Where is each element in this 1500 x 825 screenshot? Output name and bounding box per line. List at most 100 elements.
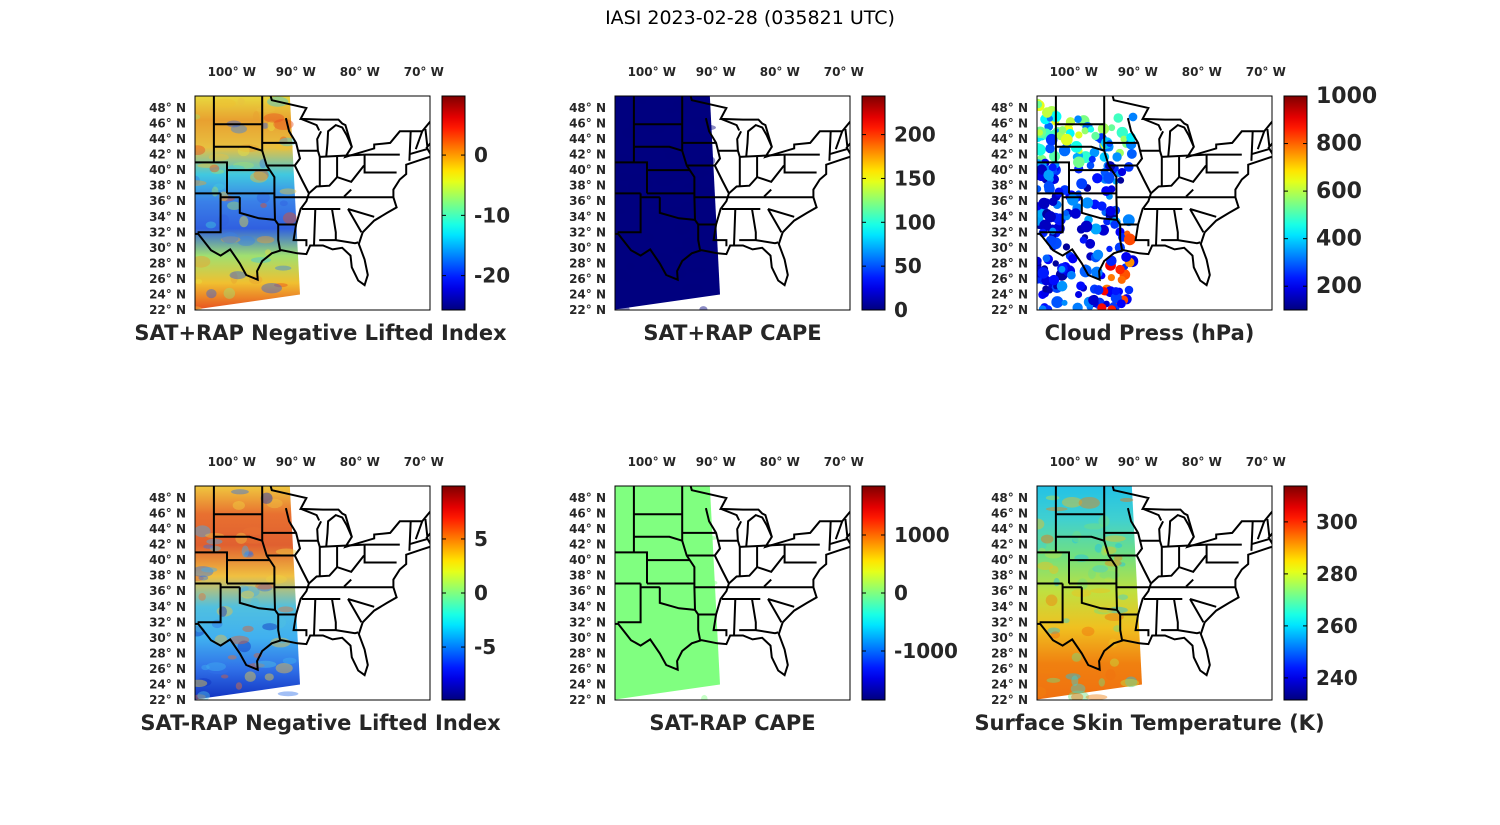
lon-tick-label: 90° W: [1118, 65, 1158, 79]
cloud-pressure-point: [1112, 152, 1122, 162]
swath-texture: [279, 188, 297, 195]
state-boundary: [238, 197, 276, 221]
swath-texture: [265, 574, 287, 584]
lat-tick-label: 32° N: [149, 225, 186, 239]
cloud-pressure-point: [1061, 299, 1068, 306]
swath-texture: [665, 611, 673, 621]
lat-tick-label: 38° N: [569, 179, 606, 193]
swath-texture: [667, 676, 677, 686]
lon-tick-label: 100° W: [628, 455, 676, 469]
state-boundary: [408, 131, 412, 161]
state-boundary: [363, 154, 397, 174]
state-boundary: [1266, 128, 1271, 147]
cloud-pressure-point: [1038, 197, 1050, 210]
swath-texture: [206, 662, 226, 672]
lat-tick-label: 34° N: [569, 210, 606, 224]
colorbar: [1283, 95, 1308, 311]
map-panel-1: 100° W 90° W 80° W 70° W 48° N 46° N44° N 42° …: [134, 65, 510, 345]
coastline: [615, 486, 850, 677]
lat-tick-label: 22° N: [991, 693, 1028, 707]
state-boundary: [767, 598, 795, 608]
swath-texture: [274, 143, 293, 151]
swath-texture: [628, 571, 645, 582]
swath-texture: [652, 493, 665, 499]
lon-tick-label: 70° W: [404, 455, 444, 469]
state-boundary: [347, 598, 363, 623]
swath-texture: [615, 97, 621, 107]
lat-tick-label: 48° N: [991, 491, 1028, 505]
state-boundary: [300, 117, 321, 131]
state-boundary: [736, 520, 742, 548]
state-boundary: [1173, 598, 1179, 631]
swath-texture: [664, 539, 679, 548]
lat-tick-label: 38° N: [991, 179, 1028, 193]
lat-tick-label: 26° N: [569, 272, 606, 286]
state-boundary: [745, 513, 773, 547]
lat-tick-label: 44° N: [569, 132, 606, 146]
lat-tick-label: 42° N: [991, 148, 1028, 162]
lat-tick-label: 30° N: [569, 241, 606, 255]
lat-tick-label: 30° N: [149, 631, 186, 645]
lon-tick-label: 100° W: [1050, 455, 1098, 469]
swath-texture: [195, 306, 202, 310]
lon-tick-label: 90° W: [276, 65, 316, 79]
swath-texture: [197, 691, 210, 700]
colorbar-tick-label: 0: [474, 581, 488, 605]
lat-tick-label: 24° N: [149, 287, 186, 301]
cloud-pressure-point: [1037, 144, 1046, 156]
swath-texture: [615, 184, 627, 194]
lat-tick-label: 42° N: [991, 538, 1028, 552]
swath-texture: [279, 200, 288, 207]
swath-texture: [1094, 543, 1103, 553]
state-boundary: [1161, 543, 1207, 548]
swath-texture: [1071, 675, 1079, 687]
swath-texture: [209, 164, 220, 173]
swath-texture: [1068, 690, 1089, 700]
swath-texture: [676, 105, 692, 114]
cloud-pressure-point: [1126, 148, 1137, 159]
cloud-pressure-point: [1076, 281, 1086, 291]
swath-texture: [1105, 669, 1116, 681]
lat-tick-label: 22° N: [569, 693, 606, 707]
swath-texture: [226, 165, 245, 173]
swath-texture: [701, 694, 708, 700]
state-boundary: [617, 193, 642, 234]
state-boundary: [720, 507, 741, 521]
lat-tick-label: 26° N: [149, 272, 186, 286]
swath-texture: [227, 201, 242, 211]
swath-texture: [623, 553, 642, 561]
swath-texture: [195, 113, 201, 120]
swath-texture: [1062, 618, 1070, 624]
swath-texture: [195, 175, 201, 186]
swath-texture: [213, 98, 236, 108]
swath-texture: [615, 532, 620, 540]
state-boundary: [1173, 208, 1179, 241]
swath-texture: [1071, 693, 1084, 700]
lat-tick-label: 36° N: [991, 584, 1028, 598]
lat-tick-label: 22° N: [149, 303, 186, 317]
cloud-pressure-point: [1076, 178, 1088, 190]
state-boundary: [745, 123, 773, 157]
swath-texture: [683, 183, 702, 189]
swath-texture: [230, 271, 238, 284]
state-boundary: [214, 535, 263, 542]
cloud-pressure-point: [1048, 163, 1057, 172]
swath-texture: [1049, 565, 1059, 575]
state-boundary: [739, 239, 779, 245]
lat-tick-label: 34° N: [991, 210, 1028, 224]
swath-texture: [666, 259, 682, 266]
lat-tick-label: 40° N: [991, 553, 1028, 567]
lat-tick-label: 28° N: [569, 646, 606, 660]
state-boundary: [1142, 117, 1163, 131]
lat-tick-label: 32° N: [991, 615, 1028, 629]
colorbar-tick-label: 260: [1316, 614, 1358, 638]
swath-texture: [231, 489, 249, 495]
state-boundary: [409, 148, 427, 156]
colorbar-tick-label: -20: [474, 264, 510, 288]
lat-tick-label: 34° N: [149, 210, 186, 224]
lat-tick-label: 44° N: [991, 132, 1028, 146]
lat-tick-label: 26° N: [991, 662, 1028, 676]
cloud-pressure-point: [1068, 254, 1078, 264]
cloud-pressure-point: [1058, 265, 1066, 273]
state-boundary: [829, 148, 847, 156]
